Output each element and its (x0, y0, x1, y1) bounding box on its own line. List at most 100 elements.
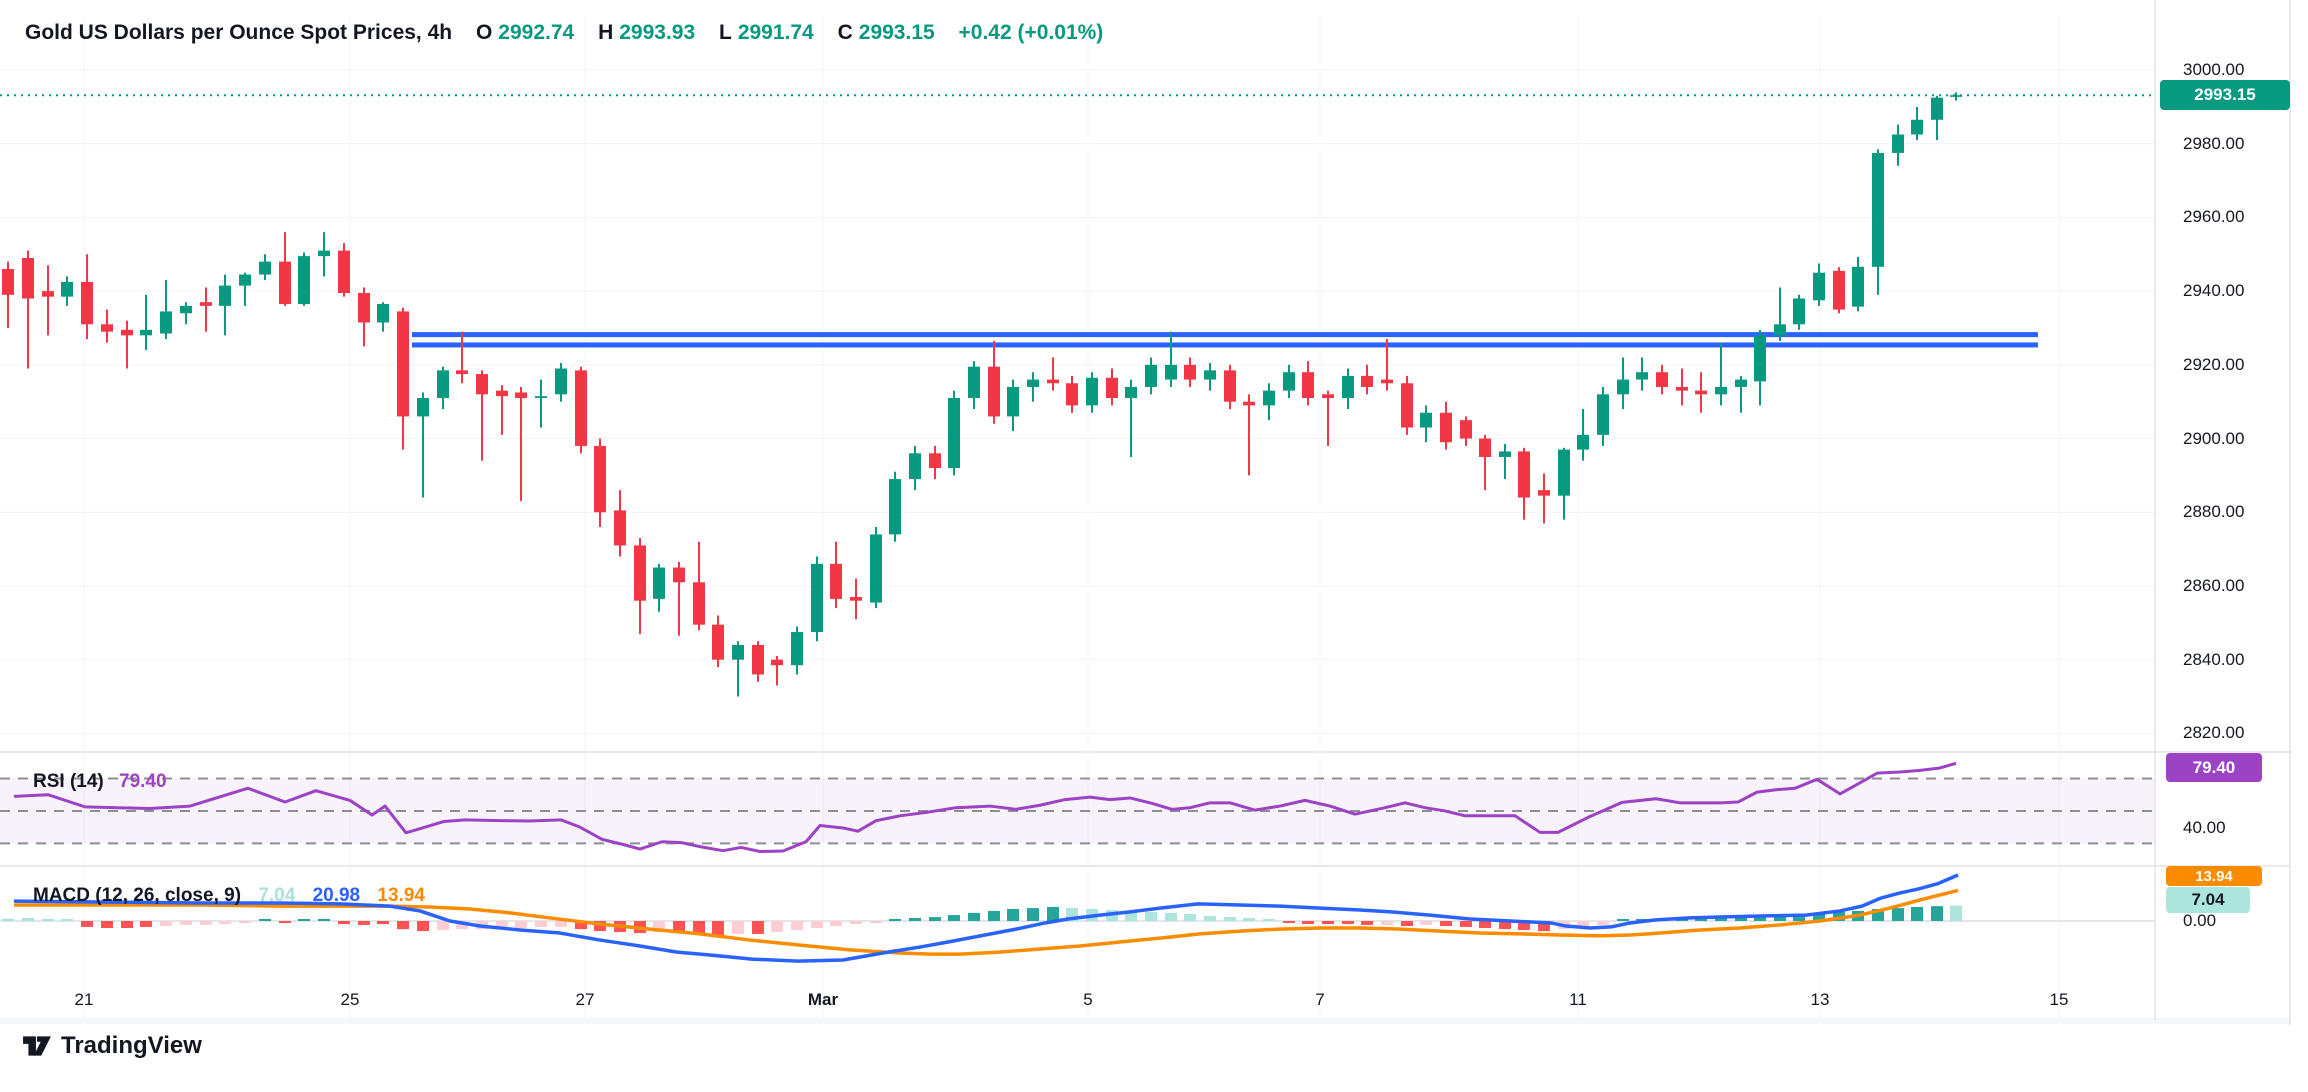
bottom-strip (0, 1018, 2290, 1024)
macd-histogram-bar (1931, 906, 1943, 921)
candle-body (1066, 383, 1078, 406)
price-tick-label: 2960.00 (2183, 207, 2245, 227)
rsi-line (13, 761, 1957, 853)
macd-histogram-bar (239, 921, 251, 923)
macd-histogram-bar (968, 912, 980, 921)
rsi-value: 79.40 (119, 771, 167, 792)
macd-main-line (13, 873, 1959, 963)
macd-histogram-bar (1125, 910, 1137, 921)
candle-body (61, 281, 73, 297)
close-value: 2993.15 (858, 21, 935, 44)
candle-body (417, 398, 429, 417)
candle-body (1479, 438, 1491, 457)
macd-histogram-bar (1027, 908, 1039, 921)
macd-histogram-bar (1165, 912, 1177, 921)
candle-body (1440, 412, 1452, 443)
candle-body (1518, 451, 1530, 498)
candle-body (437, 370, 449, 399)
macd-histogram-bar (1754, 915, 1766, 921)
candle-body (338, 250, 350, 293)
macd-histogram-bar (771, 921, 783, 932)
macd-histogram-bar (1460, 921, 1472, 927)
macd-histogram-bar (889, 919, 901, 921)
macd-histogram-bar (1184, 913, 1196, 921)
candle-body (594, 445, 606, 513)
candle-body (358, 292, 370, 323)
last-price-badge: 2993.15 (2160, 80, 2290, 110)
macd-histogram-bar (515, 921, 527, 929)
candle-body (555, 368, 567, 395)
price-tick-label: 2860.00 (2183, 575, 2245, 595)
price-tick-label: 2980.00 (2183, 133, 2245, 153)
macd-histogram-bar (219, 921, 231, 925)
candle-body (909, 453, 921, 480)
candle-body (1283, 372, 1295, 391)
time-tick-label: Mar (807, 990, 839, 1009)
candle-body (653, 567, 665, 599)
macd-histogram-bar (732, 921, 744, 934)
macd-legend[interactable]: MACD (12, 26, close, 9) 7.04 20.98 13.94 (33, 885, 425, 907)
macd-histogram-bar (180, 921, 192, 925)
price-tick-label: 2840.00 (2183, 649, 2245, 669)
open-value: 2992.74 (498, 21, 575, 44)
price-tick-label: 2900.00 (2183, 428, 2245, 448)
macd-hist-badge: 7.04 (2166, 887, 2250, 913)
candle-body (614, 510, 626, 546)
candle-body (1636, 372, 1648, 380)
time-tick-label: 15 (2049, 990, 2069, 1009)
macd-histogram-bar (1145, 912, 1157, 921)
macd-hist-value: 7.04 (258, 885, 296, 906)
macd-histogram-bar (1224, 917, 1236, 921)
macd-histogram-bar (948, 915, 960, 921)
candle-body (1911, 119, 1923, 135)
macd-histogram-bar (338, 921, 350, 925)
candle-body (1793, 298, 1805, 325)
candle-body (219, 285, 231, 306)
macd-histogram-bar (791, 921, 803, 930)
candle-body (870, 534, 882, 603)
rsi-legend[interactable]: RSI (14) 79.40 (33, 771, 167, 793)
candle-body (456, 370, 468, 375)
candle-body (42, 291, 54, 297)
candle-body (929, 453, 941, 469)
candle-body (988, 366, 1000, 417)
macd-histogram-bar (811, 921, 823, 929)
macd-histogram-bar (1695, 917, 1707, 921)
candle-body (200, 302, 212, 306)
candle-body (259, 261, 271, 275)
macd-histogram-bar (1479, 921, 1491, 929)
candle-body (1754, 335, 1766, 382)
candle-body (22, 257, 34, 299)
candle-body (239, 274, 251, 286)
macd-histogram-bar (417, 921, 429, 932)
low-label: L (719, 21, 732, 44)
macd-histogram-bar (318, 919, 330, 921)
macd-histogram-bar (397, 921, 409, 930)
candle-body (1577, 434, 1589, 450)
symbol-legend[interactable]: Gold US Dollars per Ounce Spot Prices, 4… (25, 21, 1109, 45)
macd-histogram-bar (42, 919, 54, 921)
macd-histogram-bar (1440, 921, 1452, 927)
candle-body (1538, 490, 1550, 496)
candle-body (830, 563, 842, 599)
candle-body (1774, 324, 1786, 336)
candle-body (1813, 272, 1825, 301)
candle-body (377, 304, 389, 323)
macd-histogram-bar (1597, 921, 1609, 925)
macd-histogram-bar (1342, 921, 1354, 925)
macd-histogram-bar (1263, 919, 1275, 921)
tradingview-attribution[interactable]: TradingView (22, 1031, 202, 1061)
symbol-title: Gold US Dollars per Ounce Spot Prices, 4… (25, 21, 453, 44)
candle-body (1872, 152, 1884, 267)
candle-body (1263, 390, 1275, 406)
candle-body (1007, 386, 1019, 417)
macd-histogram-bar (1577, 921, 1589, 927)
macd-histogram-bar (298, 919, 310, 921)
candle-body (1715, 386, 1727, 395)
candle-body (1224, 370, 1236, 402)
time-tick-label: 27 (575, 990, 595, 1009)
candle-body (1597, 394, 1609, 435)
candle-body (968, 366, 980, 399)
